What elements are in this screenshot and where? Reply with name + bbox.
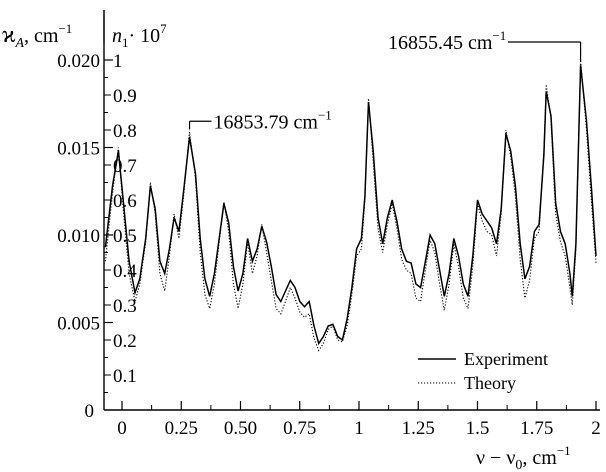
x-tick-label: 1.75 <box>520 418 553 439</box>
right-tick-label: 0.1 <box>113 366 137 387</box>
right-tick-label: 0.9 <box>113 86 137 107</box>
annotation-label-peak-2: 16855.45 cm−1 <box>388 28 506 54</box>
left-tick-label: 0.010 <box>57 226 100 247</box>
x-tick-label: 0.25 <box>165 418 198 439</box>
legend-label-theory: Theory <box>464 373 516 393</box>
x-ticks: 0 0.25 0.50 0.75 1 1.25 1.5 1.75 2 <box>117 401 601 439</box>
x-tick-label: 1.25 <box>402 418 435 439</box>
legend: Experiment Theory <box>418 349 548 393</box>
left-ticks: 0 0.005 0.010 0.015 0.020 <box>57 51 113 422</box>
x-tick-label: 2 <box>591 418 601 439</box>
x-axis-title: ν − ν0, cm−1 <box>476 443 571 472</box>
right-tick-label: 0.6 <box>113 191 137 212</box>
left-tick-label: 0 <box>85 401 95 422</box>
x-tick-label: 0.75 <box>283 418 316 439</box>
right-axis-title: n1· 107 <box>112 21 167 50</box>
peak-annotations: 16853.79 cm−1 16855.45 cm−1 <box>188 28 582 133</box>
right-tick-label: 0.2 <box>113 331 137 352</box>
legend-label-experiment: Experiment <box>464 349 548 369</box>
left-tick-label: 0.020 <box>57 51 100 72</box>
right-tick-label: 1 <box>113 51 123 72</box>
right-tick-label: 0.5 <box>113 226 137 247</box>
series-experiment-line <box>104 65 597 346</box>
left-tick-label: 0.005 <box>57 314 100 335</box>
series-theory-line <box>104 59 597 352</box>
annotation-label-peak-1: 16853.79 cm−1 <box>214 107 332 133</box>
x-tick-label: 0.50 <box>224 418 257 439</box>
right-tick-label: 0.8 <box>113 121 137 142</box>
x-tick-label: 1 <box>354 418 364 439</box>
x-tick-label: 0 <box>117 418 127 439</box>
left-axis-title: ϰA, cm−1 <box>2 21 72 51</box>
right-tick-label: 0.3 <box>113 296 137 317</box>
left-tick-label: 0.015 <box>57 139 100 160</box>
x-tick-label: 1.5 <box>466 418 490 439</box>
right-tick-label: 0.4 <box>113 261 137 282</box>
